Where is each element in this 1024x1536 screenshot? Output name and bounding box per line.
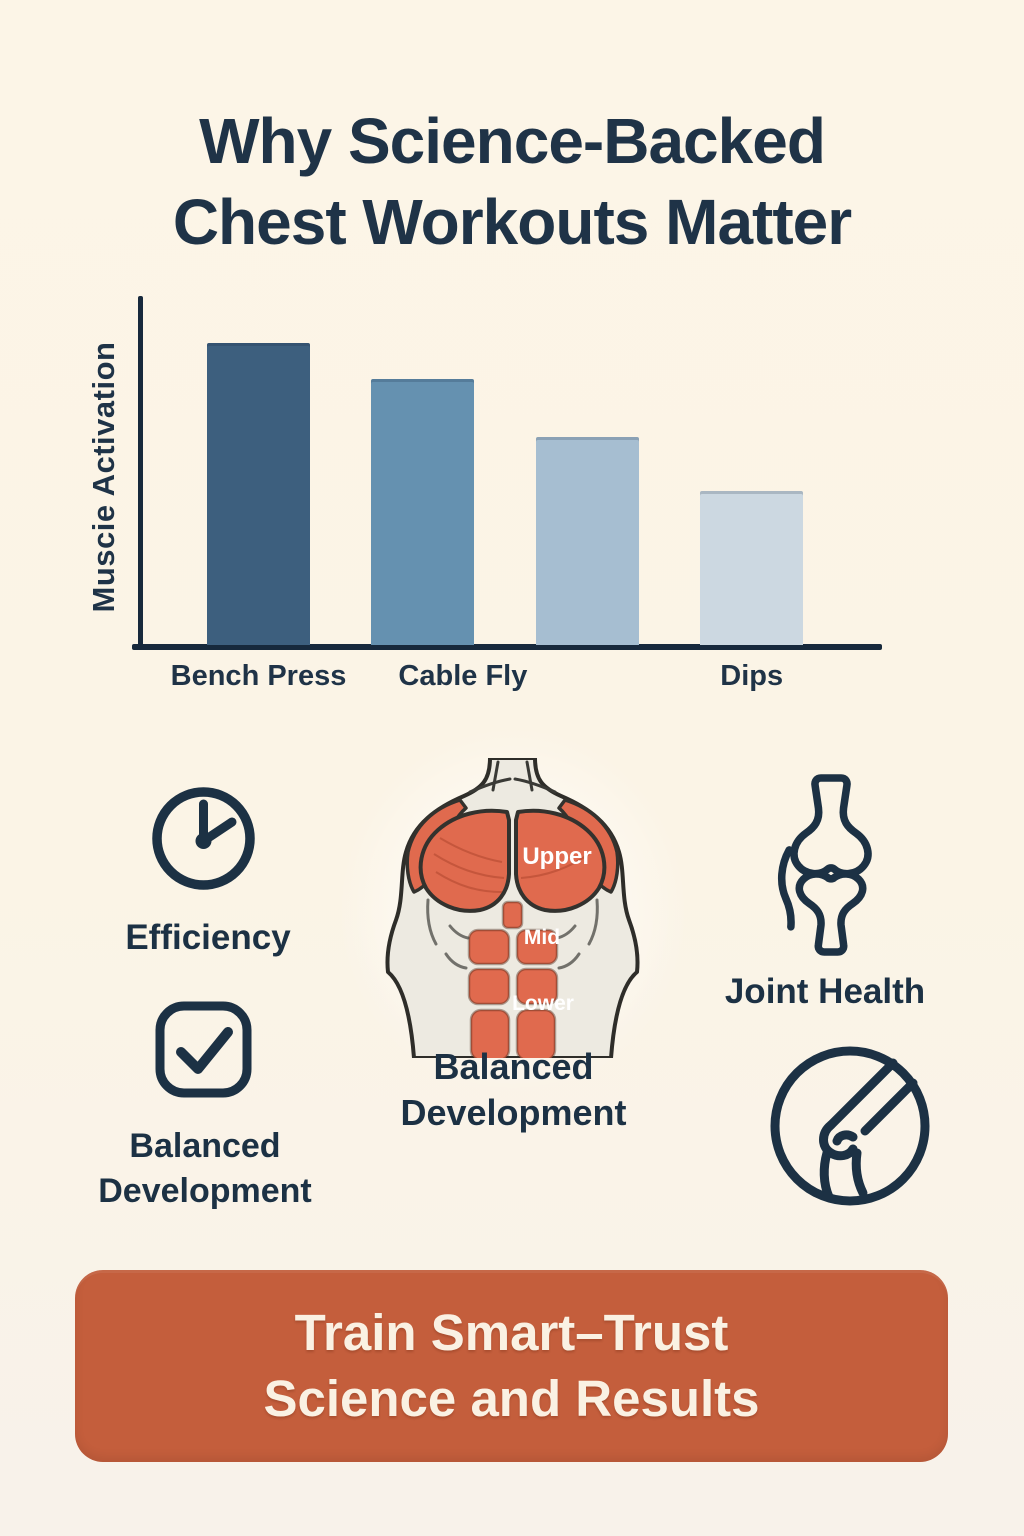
x-tick-label: Dips xyxy=(720,660,784,692)
knee-joint-circle-icon xyxy=(770,1046,930,1206)
title-line-2: Chest Workouts Matter xyxy=(172,185,852,258)
right-pec-shape xyxy=(514,808,607,913)
title-line-1: Why Science-Backed xyxy=(199,104,826,177)
joint-health-label: Joint Health xyxy=(724,972,926,1011)
bar-dips xyxy=(700,491,804,645)
left-pec-shape xyxy=(418,808,511,913)
chart-y-axis-label: Muscie Activation xyxy=(86,341,121,613)
bar-bench-press xyxy=(207,343,310,645)
upper-region-label: Upper xyxy=(522,843,591,870)
lower-region-label: Lower xyxy=(512,992,574,1015)
cta-line-1: Train Smart–Trust xyxy=(294,1304,729,1362)
chart-x-labels: Bench Press Cable Fly Dips xyxy=(141,660,880,702)
cta-banner[interactable]: Train Smart–Trust Science and Results xyxy=(75,1270,948,1462)
balanced-development-left-label: Balanced Development xyxy=(98,1127,312,1210)
bar-series-2 xyxy=(535,437,639,645)
bar-cable-fly xyxy=(371,379,475,645)
chart-x-axis xyxy=(132,644,882,650)
chart-y-axis xyxy=(138,296,143,649)
x-tick-label: Cable Fly xyxy=(398,660,528,692)
chest-muscle-diagram: Upper Mid Lower xyxy=(385,758,640,1058)
balanced-development-center-label: Balanced Development xyxy=(400,1046,627,1134)
mid-region-label: Mid xyxy=(524,926,560,949)
x-tick-label: Bench Press xyxy=(170,660,347,692)
cta-line-2: Science and Results xyxy=(263,1370,760,1427)
clock-icon xyxy=(152,787,255,890)
knee-joint-icon xyxy=(777,774,872,956)
checkbox-check-icon xyxy=(155,1001,252,1098)
bar-plot xyxy=(141,298,880,645)
page-title: Why Science-Backed Chest Workouts Matter xyxy=(0,101,1024,262)
cta-text: Train Smart–Trust Science and Results xyxy=(263,1300,759,1432)
efficiency-label: Efficiency xyxy=(125,918,291,957)
